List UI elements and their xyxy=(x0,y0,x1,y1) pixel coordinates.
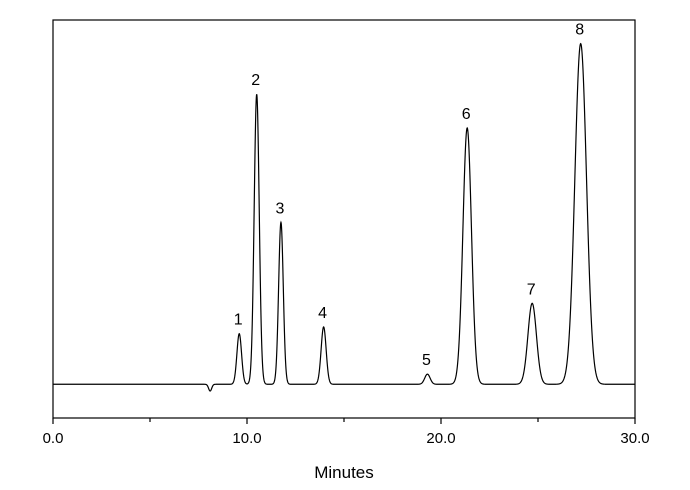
x-axis-ticks xyxy=(52,418,636,424)
x-tick-label-1: 10.0 xyxy=(232,430,261,447)
chromatogram-trace xyxy=(53,42,635,392)
x-tick-label-0: 0.0 xyxy=(43,430,64,447)
peak-label-7: 7 xyxy=(527,281,536,298)
x-tick-label-2: 20.0 xyxy=(426,430,455,447)
peak-label-2: 2 xyxy=(251,72,260,89)
peak-label-8: 8 xyxy=(575,22,584,39)
x-axis-tick-labels: 0.0 10.0 20.0 30.0 xyxy=(43,430,650,447)
peak-labels: 1 2 3 4 5 6 7 8 xyxy=(234,22,584,370)
x-tick-label-3: 30.0 xyxy=(620,430,649,447)
peak-label-5: 5 xyxy=(422,352,431,369)
x-axis-title: Minutes xyxy=(314,463,374,482)
peak-label-6: 6 xyxy=(462,106,471,123)
peak-label-1: 1 xyxy=(234,312,243,329)
peak-label-3: 3 xyxy=(275,200,284,217)
plot-frame xyxy=(52,19,636,419)
peak-label-4: 4 xyxy=(318,305,327,322)
